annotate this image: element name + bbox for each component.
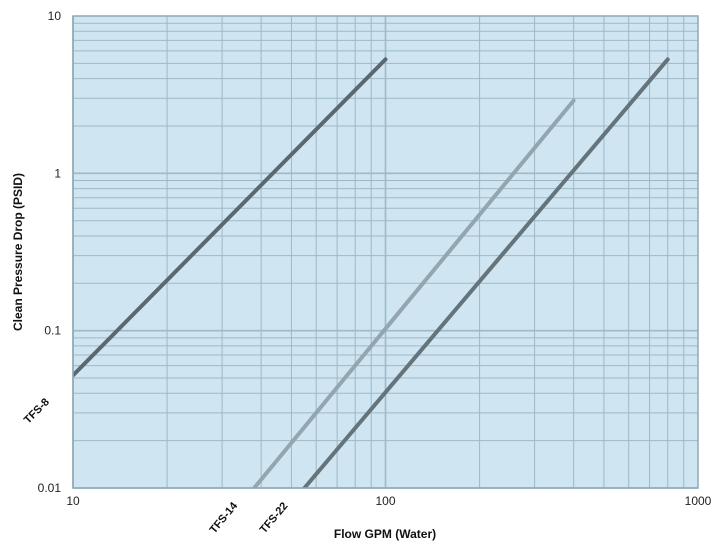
x-tick-label: 100 <box>375 494 395 508</box>
series-line-tfs-8 <box>73 57 388 378</box>
x-tick-label: 10 <box>66 494 80 508</box>
x-tick-label: 1000 <box>685 494 712 508</box>
x-axis-title: Flow GPM (Water) <box>334 527 436 541</box>
plot-frame <box>72 15 699 489</box>
y-tick-label: 0.01 <box>38 481 62 495</box>
y-tick-labels: 0.01 0.1 1 10 <box>38 9 62 495</box>
series-label-tfs-14: TFS-14 <box>208 499 241 536</box>
series-label-tfs-8: TFS-8 <box>22 396 52 426</box>
y-tick-label: 1 <box>54 166 61 180</box>
grid <box>72 16 698 489</box>
y-tick-label: 10 <box>48 9 62 23</box>
series-line-tfs-14 <box>252 98 576 488</box>
series-line-tfs-22 <box>302 57 670 488</box>
x-tick-labels: 10 100 1000 <box>66 494 711 508</box>
series-label-tfs-22: TFS-22 <box>258 500 291 536</box>
y-axis-title: Clean Pressure Drop (PSID) <box>11 173 25 331</box>
y-tick-label: 0.1 <box>44 324 61 338</box>
series-lines <box>73 57 670 488</box>
